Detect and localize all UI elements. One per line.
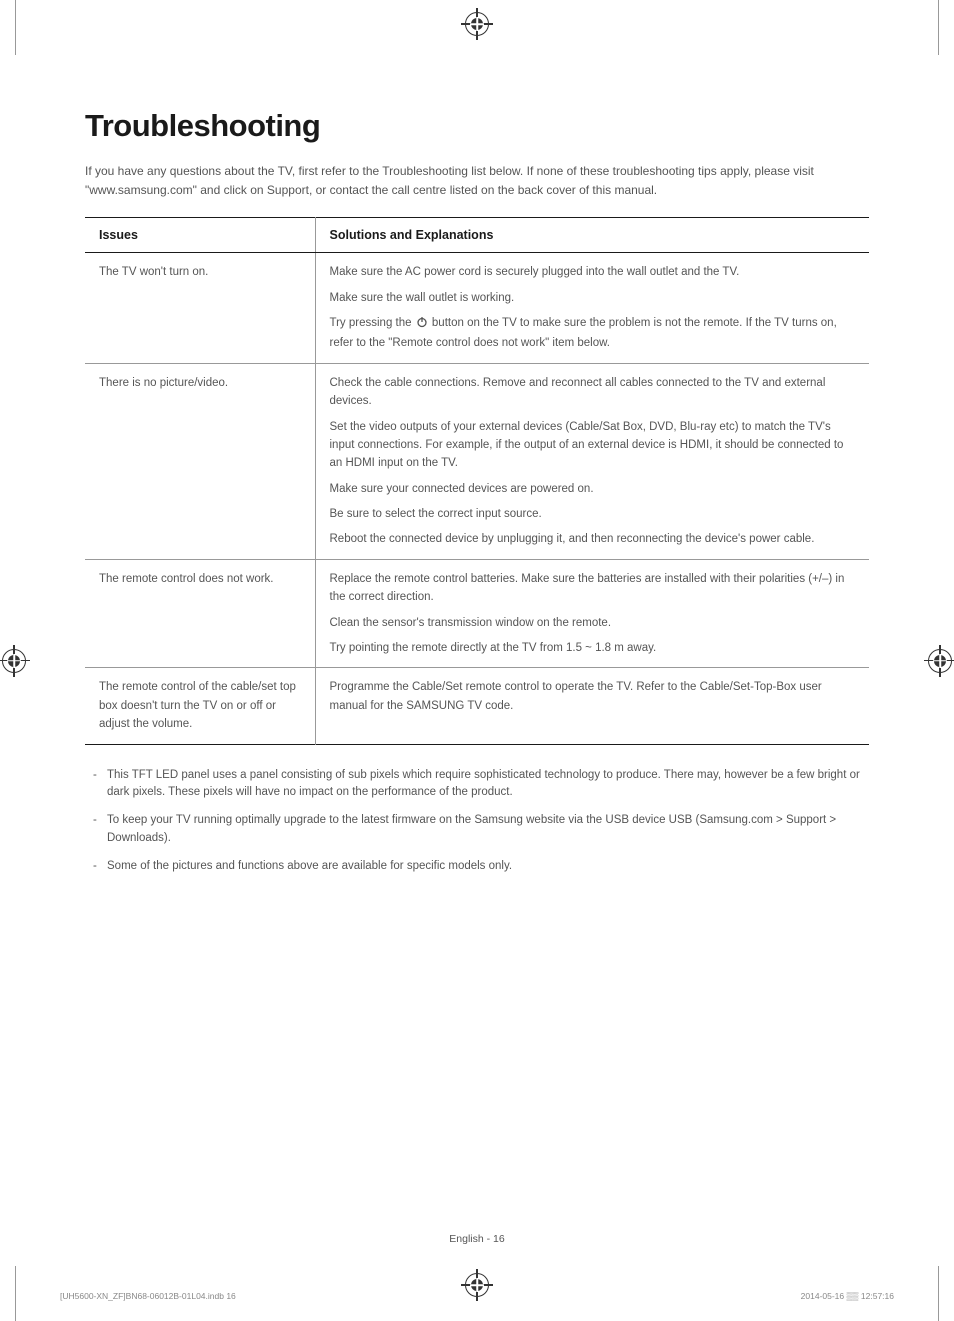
solution-item: Make sure your connected devices are pow… xyxy=(330,480,856,498)
note-item: To keep your TV running optimally upgrad… xyxy=(85,812,869,848)
solution-item: Reboot the connected device by unpluggin… xyxy=(330,530,856,548)
registration-mark-icon xyxy=(465,1273,489,1297)
power-icon xyxy=(416,316,428,334)
notes-list: This TFT LED panel uses a panel consisti… xyxy=(85,767,869,876)
solution-item: Try pointing the remote directly at the … xyxy=(330,639,856,657)
crop-mark xyxy=(938,0,939,55)
note-item: Some of the pictures and functions above… xyxy=(85,858,869,876)
solution-item: Check the cable connections. Remove and … xyxy=(330,374,856,411)
solution-item: Replace the remote control batteries. Ma… xyxy=(330,570,856,607)
table-row: The TV won't turn on. Make sure the AC p… xyxy=(85,253,869,364)
intro-paragraph: If you have any questions about the TV, … xyxy=(85,162,869,199)
issue-cell: The TV won't turn on. xyxy=(85,253,315,364)
page-number-label: English - 16 xyxy=(0,1233,954,1245)
solution-item: Clean the sensor's transmission window o… xyxy=(330,614,856,632)
crop-mark xyxy=(938,1266,939,1321)
page-content: Troubleshooting If you have any question… xyxy=(0,0,954,926)
note-item: This TFT LED panel uses a panel consisti… xyxy=(85,767,869,803)
troubleshooting-table: Issues Solutions and Explanations The TV… xyxy=(85,217,869,744)
issue-cell: The remote control of the cable/set top … xyxy=(85,668,315,744)
table-header-issues: Issues xyxy=(85,218,315,253)
solution-item: Programme the Cable/Set remote control t… xyxy=(330,678,856,715)
registration-mark-icon xyxy=(2,649,26,673)
solution-item: Set the video outputs of your external d… xyxy=(330,418,856,473)
issue-cell: The remote control does not work. xyxy=(85,559,315,668)
table-row: There is no picture/video. Check the cab… xyxy=(85,363,869,559)
print-timestamp: 2014-05-16 ▒▒ 12:57:16 xyxy=(801,1291,894,1301)
solutions-cell: Replace the remote control batteries. Ma… xyxy=(315,559,869,668)
solution-item: Try pressing the button on the TV to mak… xyxy=(330,314,856,353)
solutions-cell: Programme the Cable/Set remote control t… xyxy=(315,668,869,744)
solution-item: Make sure the wall outlet is working. xyxy=(330,289,856,307)
issue-cell: There is no picture/video. xyxy=(85,363,315,559)
table-header-solutions: Solutions and Explanations xyxy=(315,218,869,253)
solutions-cell: Make sure the AC power cord is securely … xyxy=(315,253,869,364)
registration-mark-icon xyxy=(928,649,952,673)
print-file-name: [UH5600-XN_ZF]BN68-06012B-01L04.indb 16 xyxy=(60,1291,236,1301)
table-row: The remote control does not work. Replac… xyxy=(85,559,869,668)
table-row: The remote control of the cable/set top … xyxy=(85,668,869,744)
solution-item: Make sure the AC power cord is securely … xyxy=(330,263,856,281)
page-title: Troubleshooting xyxy=(85,108,869,144)
solutions-cell: Check the cable connections. Remove and … xyxy=(315,363,869,559)
crop-mark xyxy=(15,1266,16,1321)
registration-mark-icon xyxy=(465,12,489,36)
solution-item: Be sure to select the correct input sour… xyxy=(330,505,856,523)
crop-mark xyxy=(15,0,16,55)
